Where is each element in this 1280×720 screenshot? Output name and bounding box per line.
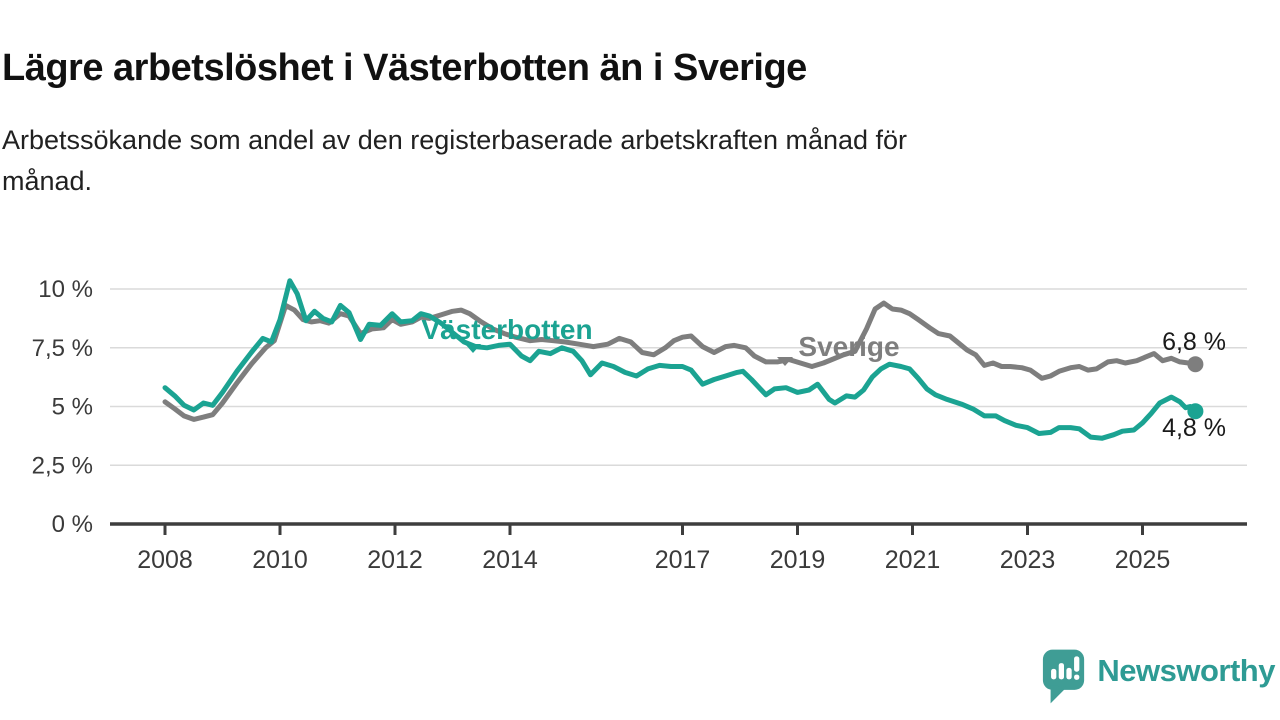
series-label-pointer-icon	[777, 357, 793, 366]
subtitle-line-2: månad.	[2, 166, 93, 196]
x-axis-label: 2025	[1115, 546, 1171, 574]
series-label-sverige: Sverige	[798, 331, 899, 362]
end-dot-sverige	[1187, 356, 1204, 373]
newsworthy-logo: Newsworthy	[1041, 648, 1275, 705]
series-line-västerbotten	[162, 278, 1198, 441]
series-line-sverige	[162, 300, 1198, 422]
end-dot-västerbotten	[1187, 403, 1204, 420]
y-axis-label: 10 %	[38, 276, 93, 303]
newsworthy-logo-icon	[1043, 649, 1085, 704]
x-axis-label: 2019	[770, 546, 826, 574]
x-axis-label: 2017	[655, 546, 711, 574]
newsworthy-logo-text: Newsworthy	[1097, 653, 1275, 688]
end-value-label-västerbotten: 4,8 %	[1162, 414, 1226, 442]
x-axis-label: 2021	[885, 546, 941, 574]
series-label-västerbotten: Västerbotten	[421, 314, 592, 345]
end-value-label-sverige: 6,8 %	[1162, 328, 1226, 356]
x-axis-label: 2014	[482, 546, 538, 574]
page-title: Lägre arbetslöshet i Västerbotten än i S…	[2, 47, 807, 90]
x-axis-label: 2010	[252, 546, 308, 574]
x-axis-label: 2012	[367, 546, 423, 574]
series-label-pointer-icon	[465, 344, 481, 353]
x-axis-label: 2023	[1000, 546, 1056, 574]
y-axis-label: 2,5 %	[32, 452, 93, 479]
subtitle-line-1: Arbetssökande som andel av den registerb…	[2, 125, 908, 155]
y-axis-label: 5 %	[52, 394, 93, 421]
x-axis-label: 2008	[137, 546, 193, 574]
y-axis-label: 7,5 %	[32, 335, 93, 362]
y-axis-label: 0 %	[52, 511, 93, 538]
page-subtitle: Arbetssökande som andel av den registerb…	[2, 120, 907, 202]
